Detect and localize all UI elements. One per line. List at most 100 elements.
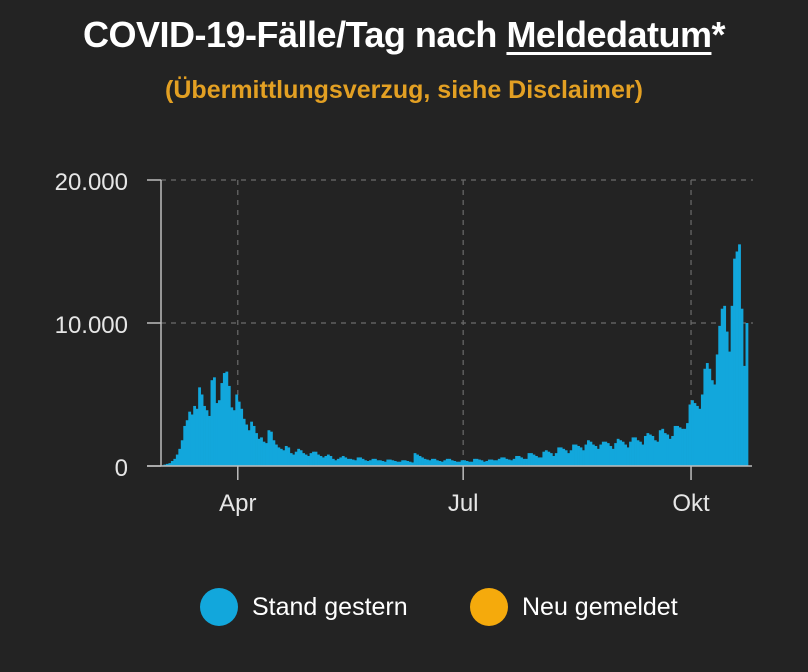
bar-stand-gestern	[601, 441, 605, 466]
bar-stand-gestern	[492, 460, 496, 466]
bar-stand-gestern	[423, 458, 427, 466]
chart-title: COVID-19-Fälle/Tag nach Meldedatum*	[0, 14, 808, 56]
bar-stand-gestern	[319, 455, 323, 466]
bar-stand-gestern	[448, 458, 452, 466]
bar-stand-gestern	[255, 433, 258, 466]
bar-stand-gestern	[262, 441, 266, 466]
bar-stand-gestern	[297, 448, 301, 466]
bar-stand-gestern	[634, 437, 637, 466]
bar-stand-gestern	[222, 373, 226, 466]
bar-stand-gestern	[661, 428, 665, 466]
bar-stand-gestern	[532, 454, 536, 466]
axes-layer: 0 10.000 20.000 Apr Jul Okt	[55, 169, 752, 517]
legend-swatch-neu-gemeldet	[470, 588, 508, 626]
bar-stand-gestern	[351, 459, 355, 466]
bar-stand-gestern	[562, 448, 566, 466]
bar-stand-gestern	[559, 447, 563, 466]
bar-stand-gestern	[671, 435, 675, 466]
bar-stand-gestern	[569, 450, 573, 466]
bar-stand-gestern	[500, 457, 504, 466]
bar-stand-gestern	[557, 447, 561, 466]
bar-stand-gestern	[445, 458, 449, 466]
bar-stand-gestern	[359, 457, 362, 466]
bar-stand-gestern	[406, 460, 410, 466]
bar-stand-gestern	[735, 251, 739, 466]
bar-stand-gestern	[200, 394, 204, 466]
bar-stand-gestern	[393, 460, 397, 466]
bar-stand-gestern	[718, 325, 722, 466]
legend: Stand gestern Neu gemeldet	[0, 588, 808, 632]
bar-stand-gestern	[691, 400, 694, 466]
bar-stand-gestern	[339, 457, 343, 466]
bar-stand-gestern	[386, 459, 390, 466]
bar-stand-gestern	[686, 423, 689, 466]
bar-stand-gestern	[693, 403, 697, 466]
bar-stand-gestern	[198, 387, 201, 466]
bar-stand-gestern	[584, 444, 588, 466]
bar-stand-gestern	[354, 460, 358, 466]
bar-stand-gestern	[465, 460, 469, 466]
bar-stand-gestern	[520, 457, 523, 466]
bar-stand-gestern	[582, 450, 585, 466]
bar-stand-gestern	[170, 460, 174, 466]
bar-stand-gestern	[165, 463, 169, 466]
bar-stand-gestern	[460, 460, 464, 466]
bar-stand-gestern	[743, 365, 746, 466]
bar-stand-gestern	[485, 460, 489, 466]
bar-stand-gestern	[663, 433, 667, 466]
bar-stand-gestern	[267, 430, 271, 466]
bar-stand-gestern	[668, 438, 672, 466]
bar-stand-gestern	[279, 448, 283, 466]
bar-stand-gestern	[730, 305, 734, 466]
bar-stand-gestern	[416, 454, 419, 466]
bar-stand-gestern	[418, 455, 422, 466]
bar-stand-gestern	[378, 460, 382, 466]
legend-item-stand-gestern[interactable]: Stand gestern	[200, 588, 408, 626]
bar-stand-gestern	[733, 258, 736, 466]
bar-stand-gestern	[430, 458, 434, 466]
bar-stand-gestern	[168, 463, 172, 466]
bar-stand-gestern	[673, 425, 677, 466]
x-tick-label: Apr	[219, 490, 256, 517]
bar-stand-gestern	[408, 461, 412, 466]
bar-stand-gestern	[723, 305, 727, 466]
bar-stand-gestern	[230, 407, 234, 466]
bar-stand-gestern	[715, 354, 719, 466]
bar-stand-gestern	[203, 405, 206, 466]
bar-stand-gestern	[572, 444, 575, 466]
bar-stand-gestern	[195, 408, 199, 466]
bar-stand-gestern	[178, 448, 182, 466]
bar-stand-gestern	[648, 434, 652, 466]
bar-stand-gestern	[534, 455, 538, 466]
bar-stand-gestern	[188, 411, 192, 466]
bar-stand-gestern	[183, 425, 187, 466]
bar-stand-gestern	[334, 460, 338, 466]
bar-stand-gestern	[391, 460, 395, 466]
chart-subtitle: (Übermittlungsverzug, siehe Disclaimer)	[165, 76, 643, 104]
chart-title-suffix: *	[711, 14, 725, 55]
bar-stand-gestern	[376, 460, 380, 466]
bar-stand-gestern	[329, 455, 333, 466]
bar-stand-gestern	[401, 460, 405, 466]
bar-stand-gestern	[282, 450, 286, 466]
bar-stand-gestern	[490, 459, 494, 466]
bar-stand-gestern	[317, 454, 320, 466]
bar-stand-gestern	[455, 461, 459, 466]
bar-stand-gestern	[587, 440, 590, 466]
legend-item-neu-gemeldet[interactable]: Neu gemeldet	[470, 588, 678, 626]
bar-stand-gestern	[274, 444, 278, 466]
bar-stand-gestern	[312, 451, 315, 466]
bar-stand-gestern	[369, 460, 372, 466]
bar-stand-gestern	[547, 451, 551, 466]
bar-stand-gestern	[326, 454, 330, 466]
bar-stand-gestern	[626, 447, 630, 466]
bar-stand-gestern	[470, 461, 474, 466]
bar-stand-gestern	[366, 460, 370, 466]
bar-stand-gestern	[208, 415, 211, 466]
bar-stand-gestern	[502, 457, 506, 466]
bar-stand-gestern	[643, 435, 647, 466]
bar-stand-gestern	[438, 460, 442, 466]
bar-stand-gestern	[604, 441, 608, 466]
bar-stand-gestern	[507, 459, 511, 466]
bar-stand-gestern	[599, 444, 603, 466]
